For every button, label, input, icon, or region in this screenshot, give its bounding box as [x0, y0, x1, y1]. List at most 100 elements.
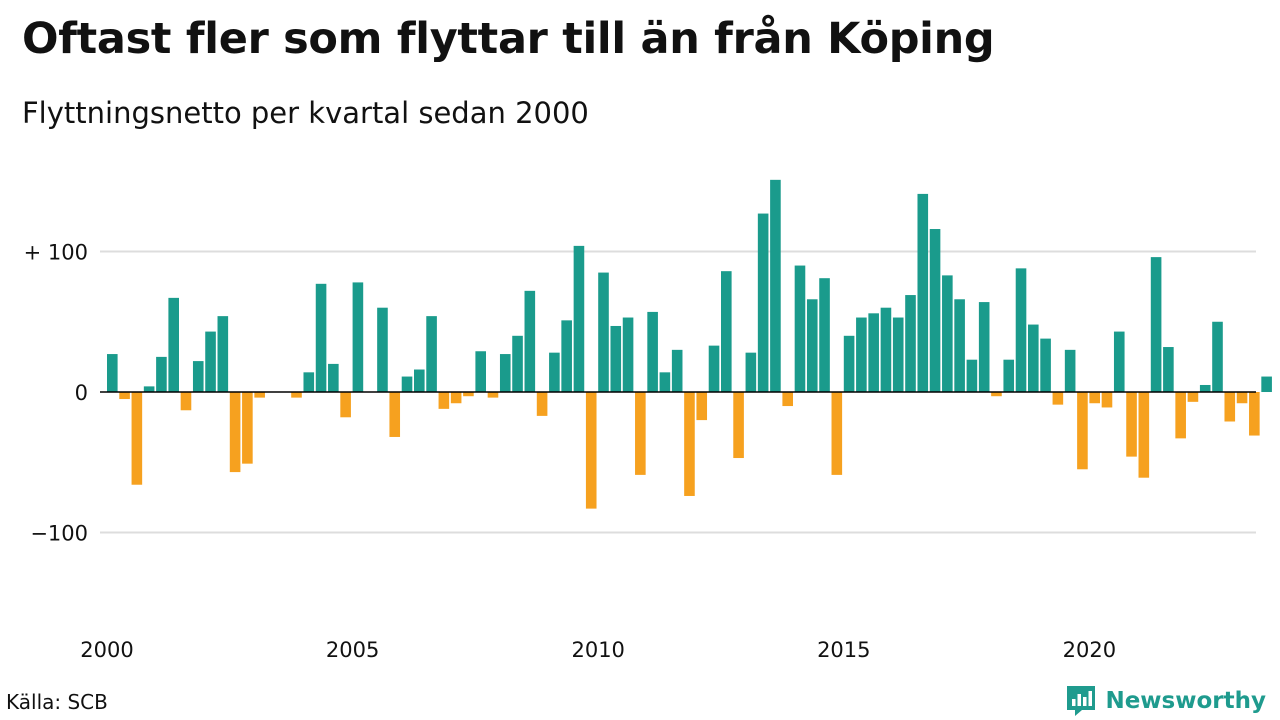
bar	[1150, 257, 1162, 392]
bar	[487, 392, 499, 398]
bar	[1040, 338, 1051, 392]
bar	[438, 392, 450, 409]
bar-chart: + 100 0 −100 2000 2005 2010 2015 2020	[24, 179, 1272, 662]
bar	[401, 376, 413, 393]
x-axis-tick-labels: 2000 2005 2010 2015 2020	[80, 638, 1116, 662]
bar	[880, 307, 892, 392]
bar	[892, 317, 904, 392]
bar	[143, 386, 155, 392]
bar	[414, 369, 425, 392]
bar	[585, 392, 597, 509]
y-tick-label: + 100	[24, 241, 88, 265]
bar	[1249, 392, 1260, 436]
x-tick-label: 2005	[326, 638, 379, 662]
bar	[991, 392, 1002, 397]
bar	[340, 392, 351, 418]
bar	[954, 299, 965, 392]
bar	[868, 313, 879, 392]
brand-name: Newsworthy	[1105, 688, 1266, 714]
bar	[131, 392, 143, 485]
x-tick-label: 2015	[817, 638, 870, 662]
bar	[819, 278, 830, 392]
bar	[512, 335, 523, 392]
bar	[315, 283, 327, 392]
newsworthy-logo-icon	[1067, 686, 1096, 716]
bar	[831, 392, 843, 475]
y-axis-tick-labels: + 100 0 −100	[24, 241, 88, 546]
gridlines	[100, 250, 1256, 534]
bar	[745, 352, 757, 392]
chart-title: Oftast fler som flyttar till än från Köp…	[22, 14, 995, 64]
bar	[1199, 384, 1211, 393]
bar	[1126, 392, 1137, 457]
bar	[721, 271, 732, 392]
bar	[377, 307, 388, 392]
bar	[1175, 392, 1186, 439]
bar	[757, 213, 769, 392]
bar	[475, 351, 486, 392]
bar	[1077, 392, 1088, 470]
bar	[978, 302, 990, 392]
bar	[254, 392, 265, 398]
bar	[1224, 392, 1236, 422]
bar	[242, 392, 253, 464]
bar	[622, 317, 634, 392]
bar	[843, 335, 855, 392]
bar	[1101, 392, 1113, 408]
bar	[1138, 392, 1150, 478]
bar	[647, 311, 658, 392]
bar	[450, 392, 462, 404]
bar	[905, 295, 916, 393]
bar	[561, 320, 572, 393]
bar	[1052, 392, 1064, 405]
bar	[794, 265, 806, 392]
y-tick-label: −100	[30, 522, 88, 546]
x-tick-label: 2000	[80, 638, 133, 662]
bar	[328, 363, 339, 392]
bar	[180, 392, 192, 411]
bar	[1003, 359, 1015, 392]
bar	[107, 354, 118, 392]
bar	[598, 272, 609, 392]
bar	[635, 392, 646, 475]
bar	[1187, 392, 1199, 402]
bar	[536, 392, 548, 416]
bar	[524, 290, 536, 392]
brand-logo: Newsworthy	[1065, 683, 1266, 719]
bar	[352, 282, 364, 392]
bar	[942, 275, 953, 392]
bar	[1113, 331, 1125, 392]
bar	[806, 299, 818, 392]
bar	[1261, 376, 1272, 393]
bar	[733, 392, 744, 459]
bar	[1089, 392, 1100, 404]
bar	[549, 352, 560, 392]
bar	[119, 392, 130, 400]
bar	[659, 372, 671, 392]
bar	[696, 392, 708, 421]
bar	[929, 229, 941, 392]
bars	[107, 179, 1272, 509]
bar	[770, 179, 781, 392]
bar	[205, 331, 216, 392]
bar	[856, 317, 867, 392]
bar	[917, 193, 929, 392]
bar	[217, 316, 229, 392]
bar	[168, 297, 179, 393]
bar	[303, 372, 315, 392]
bar	[573, 245, 585, 392]
bar	[1015, 268, 1027, 392]
bar	[708, 345, 720, 392]
bar	[1236, 392, 1248, 404]
bar	[291, 392, 302, 398]
chart-subtitle: Flyttningsnetto per kvartal sedan 2000	[22, 96, 589, 130]
bar	[1163, 347, 1174, 392]
bar	[782, 392, 793, 407]
bar	[1064, 349, 1076, 392]
bar	[1212, 321, 1223, 392]
source-note: Källa: SCB	[6, 690, 108, 714]
bar	[671, 349, 683, 392]
bar	[426, 316, 437, 392]
bar	[192, 361, 204, 392]
x-tick-label: 2020	[1063, 638, 1116, 662]
